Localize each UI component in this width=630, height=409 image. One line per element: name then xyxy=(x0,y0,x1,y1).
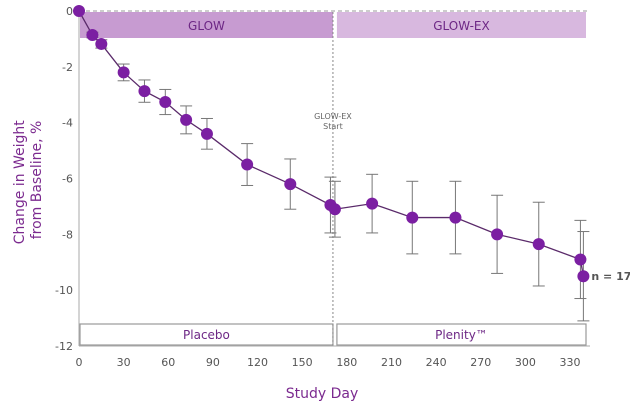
data-point xyxy=(241,158,254,171)
annotation-label: Start xyxy=(323,122,343,131)
phase-label-bottom: Placebo xyxy=(183,328,230,342)
y-axis-label-line1: Change in Weight xyxy=(12,120,28,245)
x-tick-label: 60 xyxy=(161,356,175,369)
x-tick-label: 0 xyxy=(76,356,83,369)
x-tick-label: 210 xyxy=(381,356,402,369)
y-tick-label: -4 xyxy=(62,117,73,130)
x-tick-label: 150 xyxy=(292,356,313,369)
x-tick-label: 300 xyxy=(515,356,536,369)
y-tick-label: -6 xyxy=(62,173,73,186)
y-tick-label: -10 xyxy=(55,284,73,297)
data-point xyxy=(180,113,193,126)
phase-label-top: GLOW xyxy=(188,19,225,33)
data-point xyxy=(574,253,587,266)
annotation-label: GLOW-EX xyxy=(314,112,352,121)
data-point xyxy=(406,211,419,224)
data-point xyxy=(366,197,379,210)
x-tick-label: 120 xyxy=(247,356,268,369)
x-tick-label: 270 xyxy=(470,356,491,369)
y-tick-label: -2 xyxy=(62,61,73,74)
data-point xyxy=(86,29,99,42)
x-tick-label: 330 xyxy=(560,356,581,369)
data-point xyxy=(577,270,590,283)
x-axis-label: Study Day xyxy=(286,386,359,402)
x-tick-label: 30 xyxy=(117,356,131,369)
phase-band-bottom xyxy=(79,323,334,346)
phase-label-bottom: Plenity™ xyxy=(435,328,488,342)
phase-band-top xyxy=(336,12,586,38)
data-point xyxy=(532,238,545,251)
data-point xyxy=(328,203,341,216)
data-point xyxy=(138,85,151,98)
phase-band-top xyxy=(80,12,333,38)
x-tick-label: 180 xyxy=(336,356,357,369)
data-point xyxy=(159,96,172,109)
data-point xyxy=(73,5,85,17)
x-tick-label: 240 xyxy=(426,356,447,369)
data-point xyxy=(284,178,297,191)
y-axis-label: Change in Weight from Baseline, % xyxy=(12,116,45,245)
data-point xyxy=(491,228,504,241)
phase-label-top: GLOW-EX xyxy=(433,19,490,33)
phase-band-bottom xyxy=(336,323,587,346)
n-label: n = 17 xyxy=(591,270,630,283)
series-line xyxy=(78,10,585,277)
x-tick-label: 90 xyxy=(206,356,220,369)
y-tick-label: -12 xyxy=(55,340,73,353)
data-point xyxy=(117,66,130,79)
y-tick-label: 0 xyxy=(66,5,73,18)
data-point xyxy=(200,127,213,140)
y-tick-label: -8 xyxy=(62,228,73,241)
data-point xyxy=(95,37,108,50)
y-axis-label-line2: from Baseline, % xyxy=(29,121,45,240)
data-point xyxy=(449,211,462,224)
